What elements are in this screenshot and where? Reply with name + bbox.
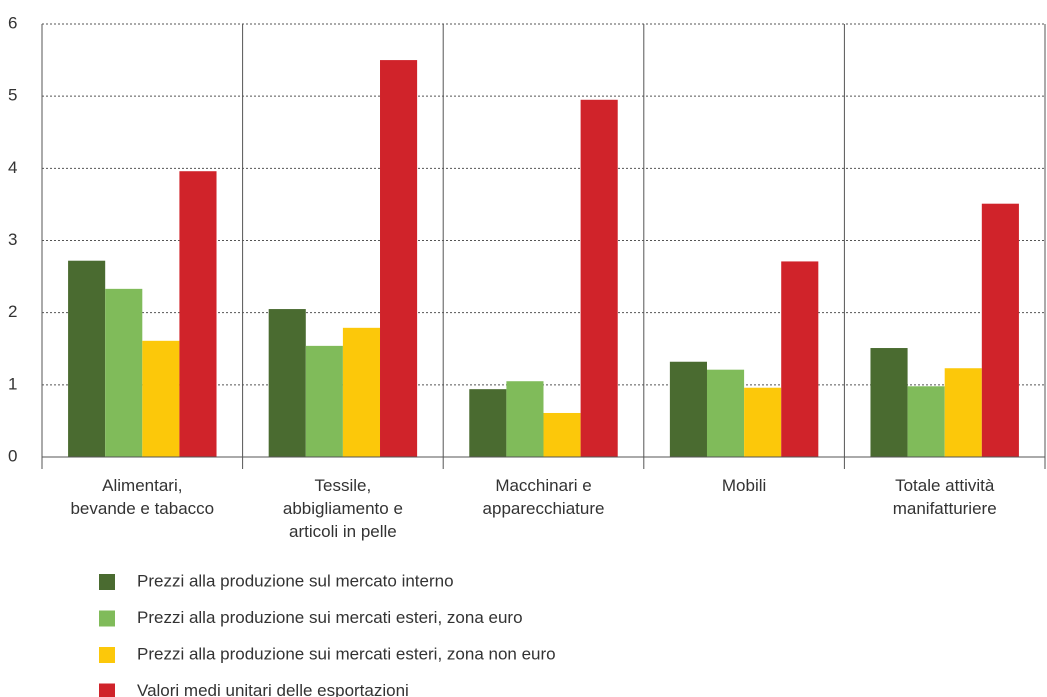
x-tick-label: Tessile, abbigliamento e articoli in pelle — [283, 476, 403, 541]
y-tick-label: 0 — [8, 446, 17, 465]
bar — [469, 389, 507, 457]
bar — [68, 260, 106, 457]
legend-label: Prezzi alla produzione sul mercato inter… — [137, 571, 454, 590]
bar — [142, 340, 180, 457]
y-tick-label: 2 — [8, 302, 17, 321]
bar — [981, 203, 1019, 457]
bar — [944, 368, 982, 457]
bar — [781, 261, 819, 457]
bar — [268, 309, 306, 457]
legend-label: Valori medi unitari delle esportazioni — [137, 681, 409, 697]
x-tick-label: Totale attività manifatturiere — [893, 476, 997, 518]
legend-swatch — [99, 683, 115, 697]
bar — [179, 171, 217, 457]
bar — [506, 381, 544, 457]
legend-swatch — [99, 610, 115, 627]
y-tick-label: 4 — [8, 158, 17, 177]
bar — [543, 412, 581, 457]
bar — [342, 327, 381, 457]
legend-swatch — [99, 647, 115, 663]
legend-label: Prezzi alla produzione sui mercati ester… — [137, 608, 523, 627]
x-tick-label: Mobili — [722, 476, 766, 495]
x-tick-label: Macchinari e apparecchiature — [483, 476, 605, 518]
y-tick-label: 3 — [8, 230, 17, 249]
bar — [380, 60, 418, 457]
y-tick-label: 1 — [8, 374, 17, 393]
legend-swatch — [99, 574, 115, 590]
legend-label: Prezzi alla produzione sui mercati ester… — [137, 644, 556, 663]
x-tick-label: Alimentari, bevande e tabacco — [70, 476, 214, 518]
bar — [580, 99, 618, 458]
bar — [907, 386, 945, 457]
bar — [305, 345, 343, 457]
bar — [669, 361, 707, 457]
bar — [105, 288, 143, 457]
bar — [870, 348, 908, 457]
bar — [744, 387, 782, 457]
y-tick-label: 5 — [8, 86, 17, 105]
bar — [706, 369, 745, 457]
y-tick-label: 6 — [8, 13, 17, 32]
